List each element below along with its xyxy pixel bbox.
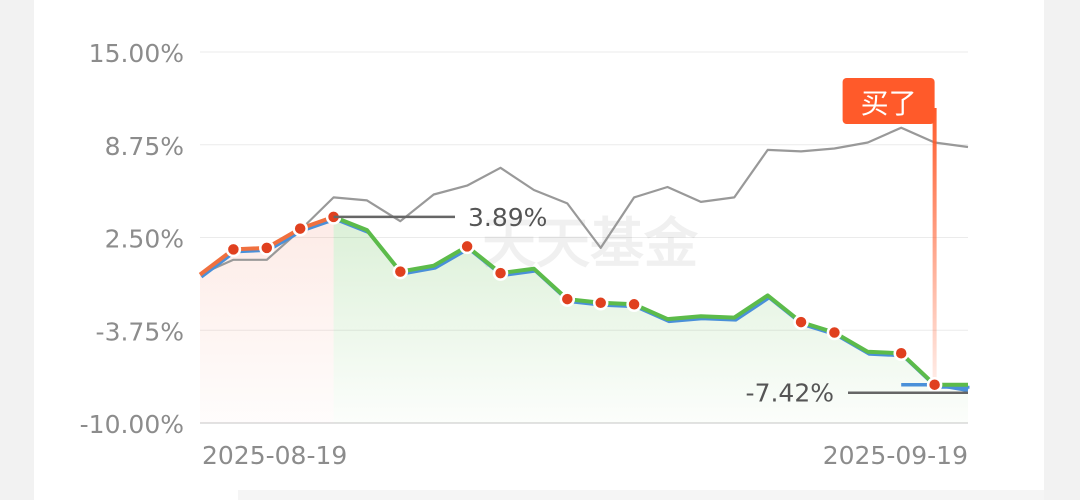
data-point	[826, 324, 843, 341]
data-points	[225, 209, 943, 393]
x-tick-label: 2025-09-19	[823, 441, 968, 470]
data-point	[926, 376, 943, 393]
buy-tag	[842, 78, 935, 124]
buy-tag-label: 买了	[861, 87, 917, 120]
callout-label: 3.89%	[468, 203, 547, 232]
x-tick-label: 2025-08-19	[202, 441, 347, 470]
area-before	[200, 216, 334, 423]
data-point	[292, 220, 308, 237]
watermark-text: 天天基金	[482, 212, 699, 275]
x-axis-ticks: 2025-08-19 2025-09-19	[202, 441, 968, 470]
fund-line-down	[332, 215, 968, 387]
callouts: 3.89% -7.42%	[333, 203, 968, 408]
data-point	[492, 265, 509, 281]
data-point	[559, 291, 576, 307]
y-tick-label: 2.50%	[105, 225, 184, 254]
data-point	[893, 345, 909, 362]
y-tick-label: -10.00%	[80, 410, 184, 439]
callout-label: -7.42%	[746, 379, 834, 408]
y-axis-ticks: 15.00% 8.75% 2.50% -3.75% -10.00%	[80, 39, 184, 439]
data-point	[459, 238, 475, 255]
data-point	[225, 241, 242, 258]
y-tick-label: 8.75%	[105, 132, 184, 161]
benchmark-line	[199, 126, 969, 276]
data-point	[626, 296, 642, 313]
data-point	[259, 240, 275, 256]
bottom-strip	[238, 490, 1044, 500]
data-point	[392, 263, 409, 280]
buy-marker: 买了	[842, 78, 937, 385]
data-point	[793, 314, 809, 330]
watermark: 天天基金	[482, 212, 699, 275]
y-tick-label: 15.00%	[89, 39, 184, 68]
y-tick-label: -3.75%	[96, 317, 184, 346]
data-point	[592, 295, 609, 311]
buy-line	[932, 108, 937, 385]
